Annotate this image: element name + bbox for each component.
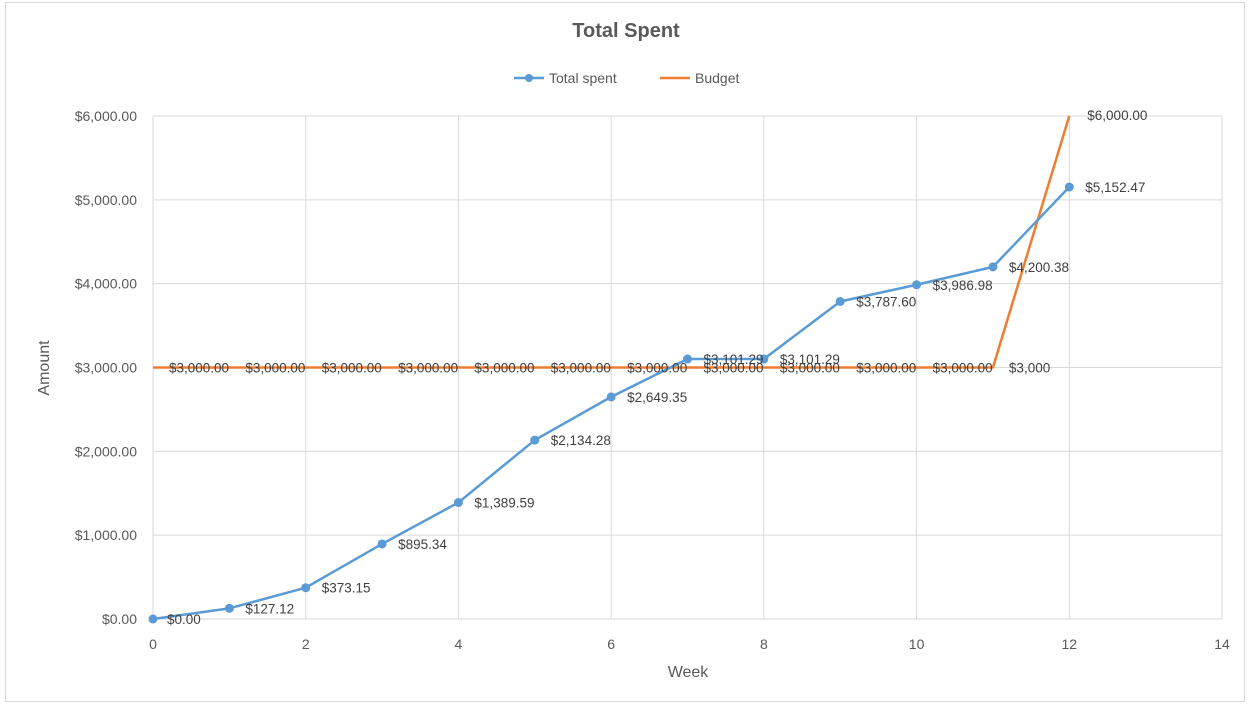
data-label: $3,000.00 — [627, 361, 687, 376]
data-label: $6,000.00 — [1087, 108, 1147, 123]
data-point — [377, 539, 387, 549]
chart-title: Total Spent — [572, 20, 680, 42]
data-label: $3,000.00 — [322, 361, 382, 376]
series-layer — [148, 115, 1074, 624]
data-labels: $0.00 $127.12 $373.15 $895.34 $1,389.59 $2,13… — [167, 108, 1147, 627]
data-label: $3,787.60 — [856, 294, 916, 309]
data-label: $3,101.29 — [704, 352, 764, 367]
data-label: $3,000.00 — [245, 361, 305, 376]
data-label: $3,000.00 — [856, 361, 916, 376]
x-tick-label: 6 — [607, 636, 615, 652]
data-label: $4,200.38 — [1009, 260, 1069, 275]
legend-label: Total spent — [549, 70, 617, 86]
data-label: $895.34 — [398, 537, 447, 552]
legend-marker — [525, 74, 533, 82]
x-tick-label: 8 — [760, 636, 768, 652]
data-label: $2,649.35 — [627, 390, 687, 405]
y-tick-label: $1,000.00 — [75, 527, 137, 543]
data-point — [759, 354, 769, 364]
data-point — [530, 435, 540, 445]
data-point — [606, 392, 616, 402]
series-line — [153, 115, 1071, 369]
data-label: $0.00 — [167, 612, 201, 627]
data-point — [988, 262, 998, 272]
data-label: $2,134.28 — [551, 433, 611, 448]
y-axis-ticks: $0.00 $1,000.00 $2,000.00 $3,000.00 $4,000.0… — [75, 108, 137, 627]
data-point — [912, 280, 922, 290]
data-label: $373.15 — [322, 581, 371, 596]
data-label: $3,101.29 — [780, 352, 840, 367]
data-point — [683, 354, 692, 364]
data-label: $127.12 — [245, 601, 294, 616]
data-point — [224, 603, 234, 613]
x-axis-title: Week — [668, 664, 710, 681]
chart-area — [5, 2, 1245, 702]
y-axis-title: Amount — [36, 340, 53, 396]
data-point — [148, 614, 158, 624]
x-tick-label: 0 — [149, 636, 157, 652]
data-label: $5,152.47 — [1085, 180, 1145, 195]
data-label: $3,000.00 — [704, 361, 764, 376]
data-label: $3,000.00 — [474, 361, 534, 376]
x-tick-label: 14 — [1214, 636, 1230, 652]
data-label: $3,000.00 — [780, 361, 840, 376]
y-tick-label: $3,000.00 — [75, 360, 137, 376]
y-tick-label: $6,000.00 — [75, 108, 137, 124]
x-tick-label: 10 — [909, 636, 925, 652]
legend: Total spent Budget — [514, 70, 739, 86]
x-tick-label: 12 — [1061, 636, 1077, 652]
data-label: $1,389.59 — [474, 496, 534, 511]
x-axis-ticks: 0 2 4 6 8 10 12 14 — [149, 636, 1230, 652]
legend-label: Budget — [695, 70, 739, 86]
y-tick-label: $4,000.00 — [75, 276, 137, 292]
data-label: $3,986.98 — [933, 278, 993, 293]
y-tick-label: $0.00 — [102, 611, 137, 627]
x-tick-label: 4 — [455, 636, 463, 652]
y-tick-label: $2,000.00 — [75, 443, 137, 459]
data-label: $3,000 — [1009, 361, 1050, 376]
data-label: $3,000.00 — [398, 361, 458, 376]
data-label: $3,000.00 — [551, 361, 611, 376]
data-point — [835, 296, 845, 306]
data-point — [453, 498, 463, 508]
data-label: $3,000.00 — [933, 361, 993, 376]
data-point — [1064, 182, 1074, 192]
data-point — [301, 583, 311, 593]
data-label: $3,000.00 — [169, 361, 229, 376]
x-tick-label: 2 — [302, 636, 310, 652]
y-tick-label: $5,000.00 — [75, 192, 137, 208]
